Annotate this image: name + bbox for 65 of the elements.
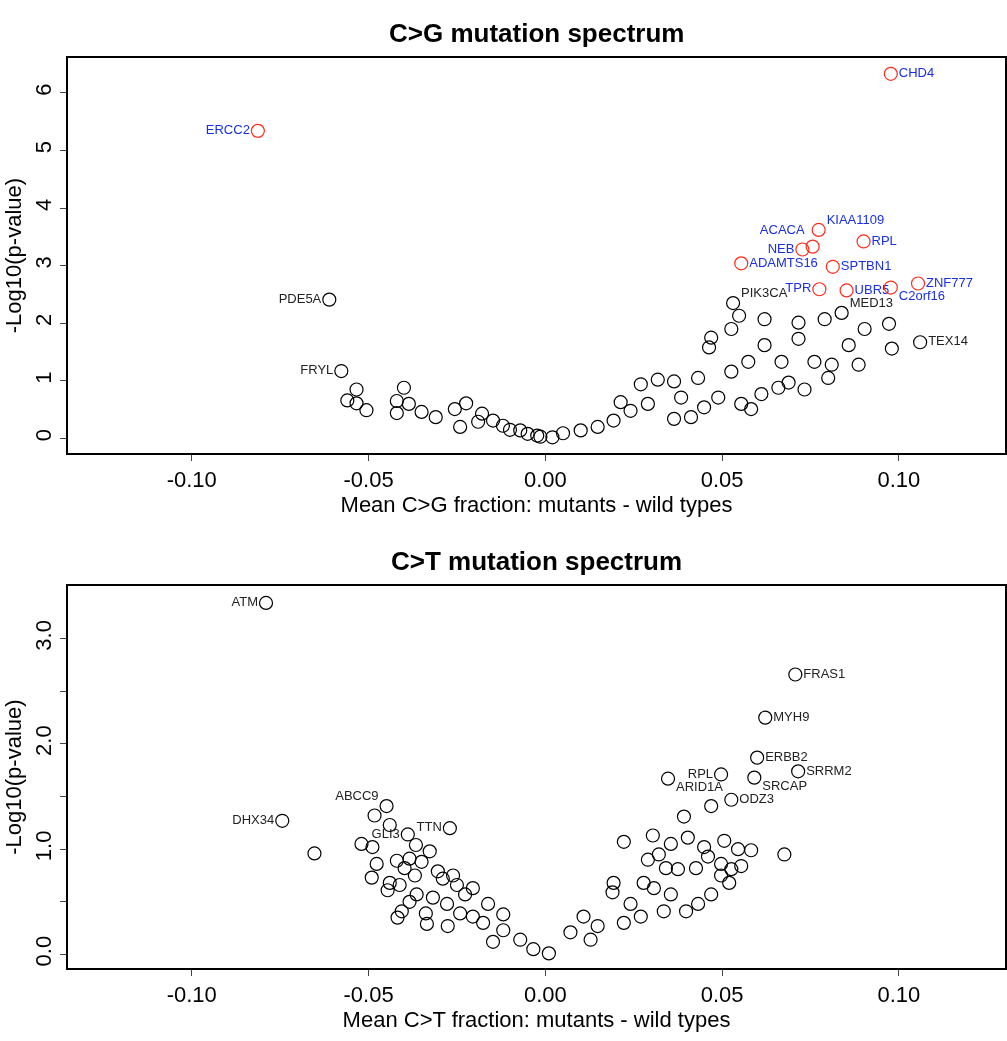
data-label: ATM bbox=[231, 594, 259, 610]
chart-title: C>T mutation spectrum bbox=[391, 546, 683, 576]
data-label: MYH9 bbox=[773, 708, 810, 724]
y-axis-title: -Log10(p-value) bbox=[0, 177, 26, 334]
data-label: NEB bbox=[767, 240, 795, 256]
x-tick-label: -0.05 bbox=[343, 982, 394, 1008]
point bbox=[805, 239, 820, 254]
y-axis-title: -Log10(p-value) bbox=[0, 699, 26, 855]
data-label: RPL bbox=[871, 232, 897, 248]
x-tick-label: 0.10 bbox=[877, 982, 921, 1008]
point bbox=[910, 276, 926, 291]
x-tick-label: -0.10 bbox=[166, 466, 217, 492]
x-tick-label: 0.05 bbox=[700, 982, 744, 1008]
y-tick-label: 3 bbox=[31, 256, 57, 269]
y-tick-label: 2.0 bbox=[31, 725, 57, 756]
data-label: GLI3 bbox=[371, 825, 400, 841]
data-label: FRAS1 bbox=[803, 665, 846, 681]
y-tick-label: 2 bbox=[31, 313, 57, 327]
y-tick-label: 3.0 bbox=[31, 620, 57, 651]
x-tick-label: -0.05 bbox=[343, 466, 394, 492]
y-tick-label: 6 bbox=[31, 83, 57, 96]
data-label: MED13 bbox=[849, 295, 893, 311]
data-label: ACACA bbox=[759, 221, 805, 237]
data-label: DHX34 bbox=[232, 812, 275, 828]
data-label: SRCAP bbox=[762, 777, 808, 793]
point bbox=[795, 242, 810, 257]
x-tick-label: 0.00 bbox=[523, 466, 567, 492]
point bbox=[734, 256, 749, 271]
data-label: ADAMTS16 bbox=[749, 254, 818, 270]
y-tick-label: 4 bbox=[31, 198, 57, 211]
data-label: FRYL bbox=[300, 362, 334, 378]
data-label: ERCC2 bbox=[205, 122, 250, 138]
point bbox=[825, 259, 840, 274]
data-label: SPTBN1 bbox=[840, 258, 892, 274]
data-label: ZNF777 bbox=[926, 274, 973, 290]
data-label: KIAA1109 bbox=[826, 212, 885, 228]
point bbox=[250, 123, 265, 138]
point bbox=[856, 234, 871, 249]
point bbox=[811, 222, 826, 238]
data-label: ABCC9 bbox=[335, 788, 379, 804]
x-tick-label: 0.05 bbox=[700, 466, 744, 492]
x-tick-label: 0.10 bbox=[877, 466, 921, 492]
point bbox=[839, 283, 854, 298]
data-label: TEX14 bbox=[928, 333, 968, 349]
data-label: ARID1A bbox=[676, 778, 724, 794]
chart-title: C>G mutation spectrum bbox=[389, 18, 685, 48]
point bbox=[812, 282, 827, 297]
x-tick-label: -0.10 bbox=[166, 982, 217, 1008]
x-tick-label: 0.00 bbox=[523, 982, 567, 1008]
data-label: CHD4 bbox=[898, 65, 935, 81]
data-label: TTN bbox=[416, 819, 442, 835]
data-label: SRRM2 bbox=[806, 762, 852, 778]
data-label: RPL bbox=[687, 765, 714, 781]
point bbox=[883, 66, 898, 81]
data-label: ERBB2 bbox=[765, 748, 808, 764]
y-tick-label: 0 bbox=[31, 429, 57, 442]
data-label: PDE5A bbox=[278, 290, 322, 306]
data-label: C2orf16 bbox=[898, 287, 946, 303]
x-axis-title: Mean C>G fraction: mutants - wild types bbox=[340, 491, 733, 517]
y-tick-label: 0.0 bbox=[31, 935, 57, 967]
data-label: ODZ3 bbox=[739, 790, 774, 806]
y-tick-label: 5 bbox=[31, 141, 57, 154]
y-tick-label: 1.0 bbox=[31, 830, 57, 862]
y-tick-label: 1 bbox=[31, 371, 57, 384]
x-axis-title: Mean C>T fraction: mutants - wild types bbox=[342, 1007, 731, 1033]
